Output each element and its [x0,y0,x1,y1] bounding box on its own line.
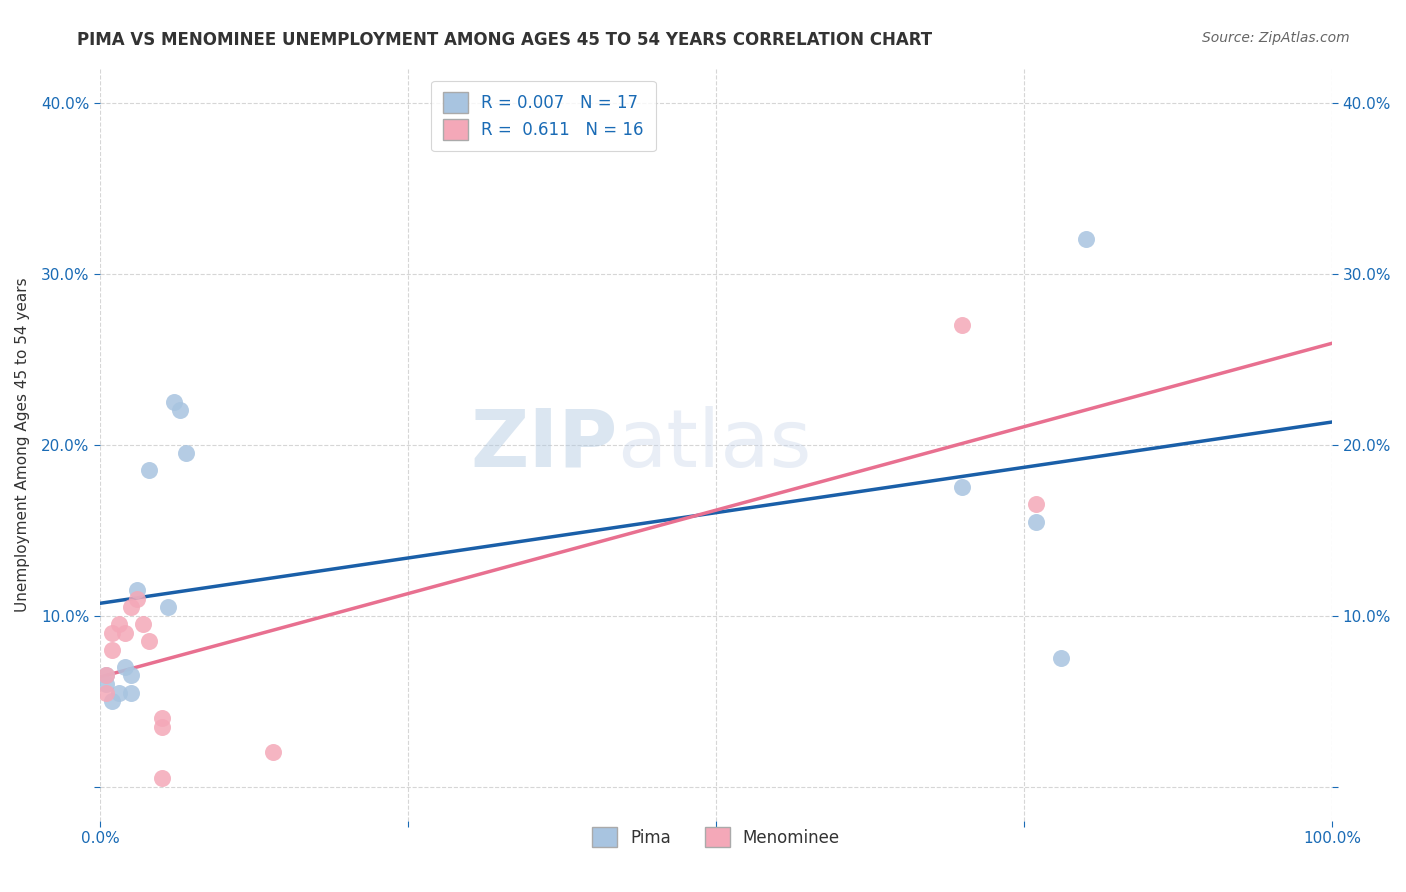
Point [174,446,197,460]
Point [101,694,124,708]
Point [114,625,136,640]
Point [156,600,179,615]
Legend: Pima, Menominee: Pima, Menominee [585,820,846,854]
Point [150,720,173,734]
Point [125,591,148,606]
Text: atlas: atlas [617,406,811,483]
Point [132,617,155,632]
Point [163,395,186,409]
Text: Source: ZipAtlas.com: Source: ZipAtlas.com [1202,31,1350,45]
Point [1050,651,1073,665]
Point [114,660,136,674]
Point [101,643,124,657]
Point [96,685,118,699]
Text: PIMA VS MENOMINEE UNEMPLOYMENT AMONG AGES 45 TO 54 YEARS CORRELATION CHART: PIMA VS MENOMINEE UNEMPLOYMENT AMONG AGE… [77,31,932,49]
Point [952,318,974,332]
Point [138,463,160,477]
Point [96,668,118,682]
Point [150,771,173,785]
Point [262,746,284,760]
Point [120,668,142,682]
Point [96,677,118,691]
Point [150,711,173,725]
Point [101,625,124,640]
Point [1074,232,1097,246]
Point [96,668,118,682]
Point [169,403,191,417]
Point [125,582,148,597]
Point [952,480,974,494]
Text: ZIP: ZIP [470,406,617,483]
Point [107,685,129,699]
Point [120,600,142,615]
Point [107,617,129,632]
Y-axis label: Unemployment Among Ages 45 to 54 years: Unemployment Among Ages 45 to 54 years [15,277,30,612]
Point [1025,515,1047,529]
Point [138,634,160,648]
Point [120,685,142,699]
Point [1025,498,1047,512]
